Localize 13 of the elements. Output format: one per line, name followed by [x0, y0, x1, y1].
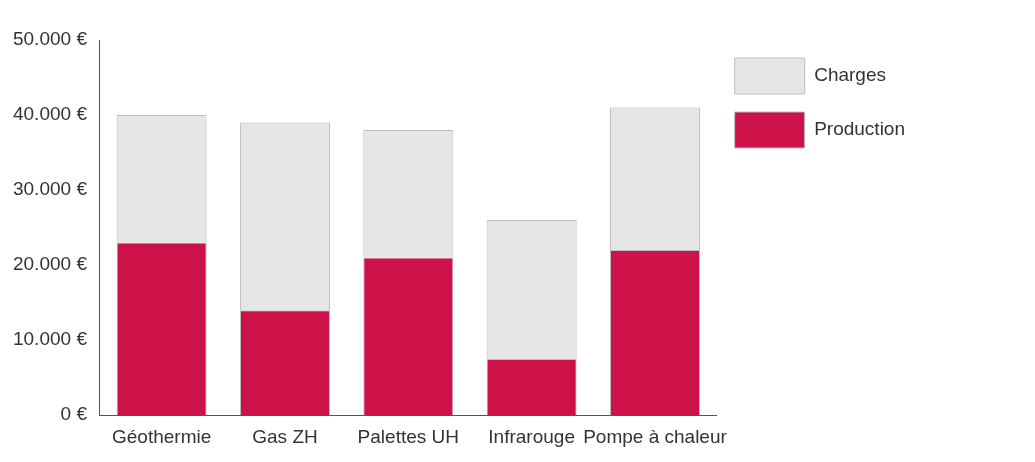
legend-label: Production — [814, 118, 906, 140]
x-tick-label: Pompe à chaleur — [583, 425, 728, 447]
x-tick-label: Géothermie — [111, 425, 212, 447]
y-tick-label: 40.000 € — [12, 103, 88, 125]
x-tick-label: Palettes UH — [357, 425, 459, 447]
legend-label: Charges — [814, 64, 886, 86]
y-tick-label: 30.000 € — [12, 178, 88, 200]
x-tick-label: Gas ZH — [252, 425, 318, 447]
y-tick-label: 50.000 € — [12, 28, 88, 50]
y-tick-label: 10.000 € — [12, 328, 88, 350]
x-tick-label: Infrarouge — [488, 425, 575, 447]
y-tick-label: 0 € — [60, 403, 88, 425]
y-tick-label: 20.000 € — [12, 253, 88, 275]
